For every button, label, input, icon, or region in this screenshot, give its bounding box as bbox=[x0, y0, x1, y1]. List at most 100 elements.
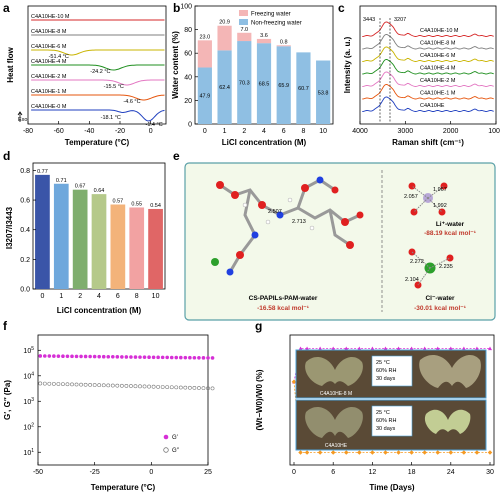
bond-label-9: 2.104 bbox=[405, 277, 419, 283]
bond-label-7: 2.272 bbox=[410, 259, 424, 265]
panel-b-bar-nonfreezing bbox=[276, 46, 291, 124]
panel-d-bar bbox=[148, 208, 163, 289]
panel-a-peak-label: -24.2 °C bbox=[90, 69, 110, 75]
panel-b-bar-freezing bbox=[197, 40, 212, 68]
panel-b-bar-label: 68.5 bbox=[259, 82, 270, 88]
photo-top-cond-2: 60% RH bbox=[376, 368, 397, 374]
panel-f-point bbox=[133, 355, 138, 359]
panel-b-bar-label: 62.4 bbox=[219, 85, 230, 91]
cl-water-cluster bbox=[408, 248, 454, 289]
panel-f-point bbox=[197, 386, 201, 390]
panel-d-ytick-label: 0.4 bbox=[20, 227, 30, 234]
panel-f-point bbox=[156, 355, 160, 360]
panel-f-point bbox=[115, 355, 120, 359]
panel-f-point bbox=[65, 382, 70, 387]
panel-f-point bbox=[210, 386, 215, 391]
panel-g-point bbox=[383, 346, 388, 351]
panel-g-xtick-label: 6 bbox=[331, 469, 335, 476]
panel-b-xtick-label: 2 bbox=[242, 128, 246, 135]
panel-f-point bbox=[165, 385, 170, 389]
photo-bottom-label: C4A10HE bbox=[325, 443, 348, 449]
panel-a-xtick-label: -80 bbox=[23, 128, 33, 135]
panel-f-point bbox=[74, 354, 79, 359]
panel-d-ytick-label: 0.0 bbox=[20, 287, 30, 294]
panel-a-xtick-label: -40 bbox=[84, 128, 94, 135]
panel-d-xtick-label: 0 bbox=[40, 293, 44, 300]
panel-a-series-label: C4A10HE-8 M bbox=[31, 29, 67, 35]
panel-f-point bbox=[74, 382, 79, 387]
panel-b-bar-nonfreezing bbox=[316, 60, 331, 124]
panel-g-point bbox=[474, 450, 480, 455]
panel-b-legend-nonfreezing-swatch bbox=[239, 19, 248, 25]
panel-c-ylabel: Intensity (a. u.) bbox=[343, 36, 352, 93]
caption-li-water: Li⁺-water bbox=[436, 221, 465, 228]
panel-c-marker-label-3207: 3207 bbox=[394, 17, 406, 23]
panel-b-bars: 47.9 23.0 62.4 20.9 70.3 7.0 68.5 3.6 65.9 0.8 60.… bbox=[197, 20, 331, 125]
panel-label-d: d bbox=[3, 149, 10, 163]
panel-label-g: g bbox=[255, 319, 262, 333]
panel-f-ytick-label: 101 bbox=[23, 448, 34, 457]
panel-a-dsc-chart: C4A10HE-10 M C4A10HE-8 M C4A10HE-6 M -51.4 … bbox=[6, 5, 167, 147]
panel-f-xtick-label: 0 bbox=[149, 469, 153, 476]
panel-a-ticks: -80 -60 -40 -20 0 bbox=[23, 121, 153, 135]
panel-g-point bbox=[298, 346, 303, 351]
panel-f-ytick-label: 103 bbox=[23, 397, 34, 406]
panel-a-series-label: C4A10HE-10 M bbox=[31, 14, 70, 20]
panel-d-bar-label: 0.77 bbox=[37, 169, 48, 175]
panel-d-bar bbox=[35, 174, 50, 289]
panel-f-point bbox=[160, 385, 165, 389]
panel-d-bar bbox=[110, 204, 126, 289]
panel-g-xtick-label: 24 bbox=[447, 469, 455, 476]
panel-b-bar-label: 65.9 bbox=[278, 83, 289, 89]
panel-f-point bbox=[97, 383, 102, 388]
panel-g-xlabel: Time (Days) bbox=[369, 483, 415, 492]
panel-f-point bbox=[151, 355, 156, 360]
panel-f-point bbox=[160, 355, 165, 360]
panel-f-point bbox=[110, 383, 115, 388]
panel-g-point bbox=[344, 346, 349, 351]
panel-c-series-label: C4A10HE-10 M bbox=[420, 28, 459, 34]
panel-f-point bbox=[70, 382, 74, 387]
bond-label-1: 2.507 bbox=[268, 209, 282, 215]
panel-c-series-label: C4A10HE-4 M bbox=[420, 66, 456, 72]
panel-d-bar bbox=[72, 189, 88, 289]
bond-label-3: 1.967 bbox=[433, 187, 447, 193]
panel-d-ytick-label: 0.8 bbox=[20, 168, 30, 175]
panel-c-xtick-label: 4000 bbox=[352, 128, 368, 135]
panel-f-point bbox=[179, 355, 183, 360]
panel-f-point bbox=[97, 354, 101, 359]
panel-c-series-label: C4A10HE-8 M bbox=[420, 41, 456, 47]
panel-a-xtick-label: -20 bbox=[115, 128, 125, 135]
li-water-cluster bbox=[408, 182, 448, 216]
panel-d-bar-label: 0.64 bbox=[94, 188, 105, 194]
panel-b-bar-freezing bbox=[217, 25, 232, 51]
panel-f-point bbox=[119, 383, 124, 388]
panel-b-bar-label: 23.0 bbox=[199, 34, 210, 40]
panel-f-point bbox=[147, 384, 151, 389]
panel-b-ytick-label: 80 bbox=[184, 27, 192, 34]
panel-f-point bbox=[178, 385, 183, 390]
panel-b-bar-freezing bbox=[237, 32, 252, 42]
panel-g-point bbox=[304, 450, 310, 455]
panel-f-point bbox=[188, 355, 192, 360]
panel-f-point bbox=[174, 385, 179, 390]
panel-f-point bbox=[56, 382, 61, 386]
panel-b-ytick-label: 60 bbox=[184, 51, 192, 58]
panel-c-series-label: C4A10HE-6 M bbox=[420, 53, 456, 59]
panel-g-point bbox=[422, 450, 427, 455]
panel-c-curve bbox=[362, 34, 494, 50]
panel-g-point bbox=[318, 346, 323, 351]
panel-b-xlabel: LiCl concentration (M) bbox=[222, 138, 307, 147]
panel-b-bar-nonfreezing bbox=[237, 41, 252, 124]
panel-d-intensity-ratio-chart: 0.770.710.670.640.57 0.55 0.54 0.00.20.40.… bbox=[5, 162, 166, 315]
panel-b-ytick-label: 20 bbox=[184, 98, 192, 105]
panel-f-point bbox=[138, 384, 142, 389]
panel-f-point bbox=[106, 383, 111, 388]
panel-b-xtick-label: 0 bbox=[203, 128, 207, 135]
panel-f-xtick-label: -50 bbox=[33, 469, 43, 476]
panel-d-xtick-label: 6 bbox=[116, 293, 120, 300]
panel-c-curve bbox=[362, 21, 494, 37]
panel-c-xtick-label: 3000 bbox=[398, 128, 414, 135]
panel-b-xtick-label: 8 bbox=[301, 128, 305, 135]
